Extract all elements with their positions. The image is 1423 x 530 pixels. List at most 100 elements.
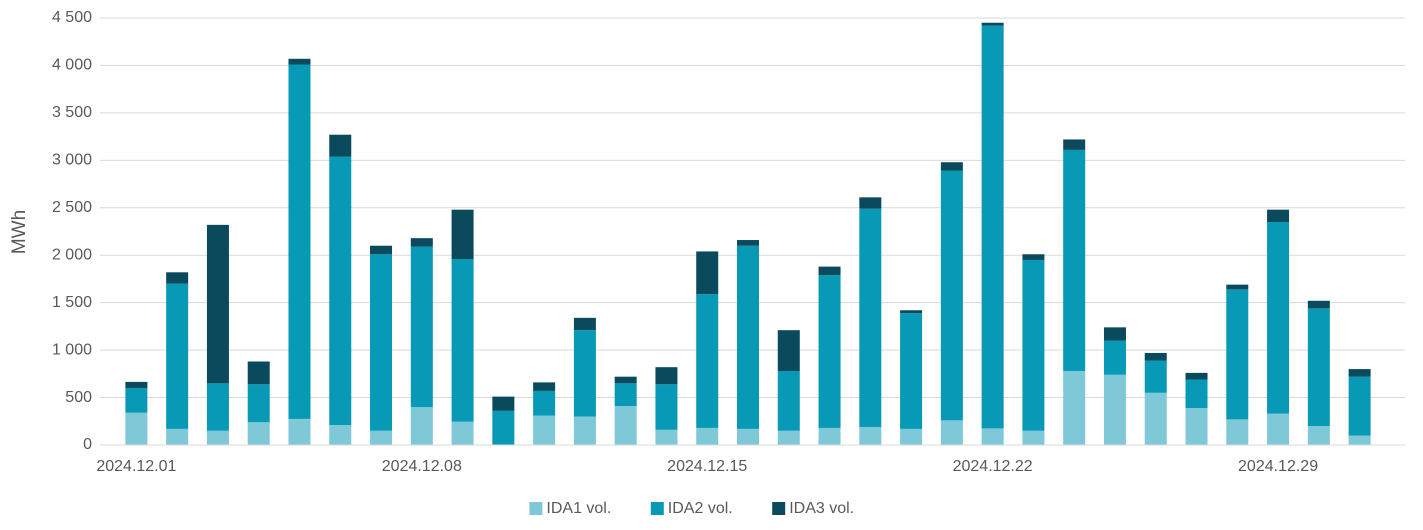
bar-segment: [288, 418, 311, 445]
bar-segment: [1267, 413, 1290, 445]
bar-segment: [1348, 376, 1371, 436]
bar-segment: [573, 317, 596, 331]
bar-segment: [777, 330, 800, 371]
bar-segment: [900, 313, 923, 429]
bar-segment: [859, 197, 882, 209]
x-tick-label: 2024.12.08: [382, 458, 462, 475]
bar-segment: [696, 294, 719, 428]
bar-segment: [1063, 370, 1086, 445]
bar-segment: [125, 388, 148, 413]
bar-segment: [1103, 374, 1126, 445]
bar-segment: [1226, 289, 1249, 420]
bar-segment: [614, 406, 637, 445]
bar-segment: [1185, 407, 1208, 445]
bar-segment: [1185, 372, 1208, 380]
legend-label: IDA3 vol.: [789, 500, 854, 517]
y-tick-label: 4 500: [52, 9, 92, 26]
bar-segment: [533, 415, 556, 445]
legend-swatch: [772, 502, 786, 515]
bar-segment: [655, 429, 678, 445]
bar-segment: [1185, 379, 1208, 408]
bar-segment: [981, 25, 1004, 429]
x-tick-label: 2024.12.01: [96, 458, 176, 475]
bar-segment: [818, 266, 841, 276]
bar-segment: [573, 416, 596, 445]
bar-segment: [859, 426, 882, 445]
bar-segment: [370, 430, 393, 445]
x-tick-label: 2024.12.22: [953, 458, 1033, 475]
bar-segment: [247, 361, 270, 385]
bar-segment: [614, 383, 637, 407]
bar-segment: [1022, 259, 1045, 431]
bar-segment: [1267, 209, 1290, 223]
bar-segment: [410, 407, 433, 445]
bar-segment: [125, 381, 148, 389]
bar-segment: [940, 162, 963, 171]
bar-segment: [1103, 327, 1126, 341]
bar-segment: [288, 64, 311, 419]
bar-segment: [573, 330, 596, 417]
bar-segment: [492, 410, 515, 445]
bar-segment: [900, 310, 923, 314]
bar-segment: [900, 428, 923, 445]
bar-segment: [737, 428, 759, 445]
bar-segment: [818, 427, 841, 445]
bar-segment: [1144, 352, 1167, 361]
y-tick-label: 4 000: [52, 57, 92, 74]
x-tick-label: 2024.12.15: [667, 458, 747, 475]
bar-segment: [247, 422, 270, 445]
bar-segment: [981, 428, 1004, 445]
y-tick-label: 1 500: [52, 294, 92, 311]
bar-segment: [166, 428, 189, 445]
bar-segment: [166, 283, 189, 429]
bar-segment: [370, 254, 393, 431]
bar-segment: [1348, 435, 1371, 445]
bar-segment: [410, 246, 433, 408]
bar-segment: [329, 156, 352, 426]
bar-segment: [818, 275, 841, 428]
bar-segment: [737, 245, 759, 429]
bar-segment: [777, 430, 800, 445]
bar-segment: [492, 396, 515, 411]
bar-segment: [1063, 139, 1086, 150]
legend-label: IDA2 vol.: [668, 500, 733, 517]
bar-segment: [329, 134, 352, 157]
bar-segment: [655, 384, 678, 430]
bar-segment: [1103, 340, 1126, 375]
bar-segment: [1307, 308, 1330, 427]
bar-segment: [1022, 430, 1045, 445]
bar-segment: [777, 370, 800, 431]
bar-segment: [451, 209, 474, 260]
y-tick-label: 3 000: [52, 152, 92, 169]
bar-segment: [1307, 300, 1330, 309]
bar-segment: [859, 208, 882, 427]
bar-segment: [1022, 254, 1045, 260]
bar-segment: [696, 251, 719, 295]
bar-segment: [451, 421, 474, 445]
bar-segment: [1144, 360, 1167, 393]
y-tick-label: 2 500: [52, 199, 92, 216]
x-tick-label: 2024.12.29: [1238, 458, 1318, 475]
legend-swatch: [529, 502, 543, 515]
bar-segment: [166, 272, 189, 284]
bar-segment: [614, 376, 637, 384]
bar-segment: [1063, 149, 1086, 371]
bar-segment: [410, 238, 433, 247]
bar-segment: [247, 384, 270, 423]
bar-segment: [329, 425, 352, 445]
bar-segment: [206, 383, 229, 431]
bar-segment: [288, 58, 311, 65]
y-tick-label: 500: [65, 389, 92, 406]
bar-segment: [1226, 419, 1249, 445]
bar-segment: [125, 412, 148, 445]
bar-segment: [370, 245, 393, 255]
bar-segment: [981, 22, 1004, 26]
y-axis-label: MWh: [9, 210, 30, 254]
bar-segment: [1267, 222, 1290, 414]
bar-segment: [737, 240, 759, 246]
bar-segment: [1348, 369, 1371, 377]
bar-segment: [451, 259, 474, 422]
bar-segment: [206, 430, 229, 445]
bar-segment: [940, 420, 963, 445]
